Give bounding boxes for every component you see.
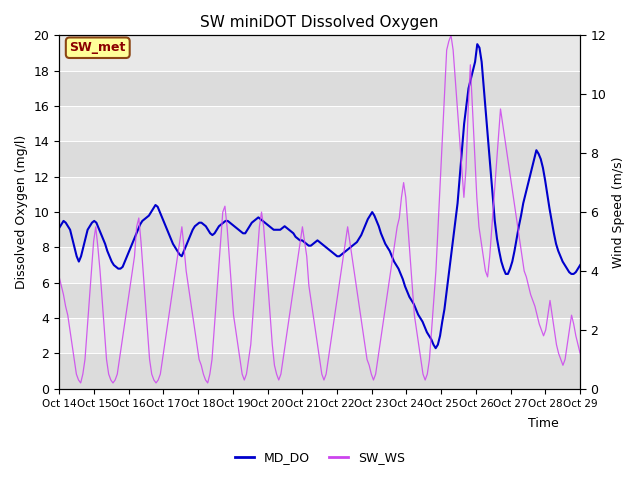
Bar [59, 318, 580, 353]
Line: MD_DO: MD_DO [59, 44, 580, 348]
SW_WS [88, 268, 95, 274]
SW_WS [576, 350, 584, 356]
Bar [59, 177, 580, 212]
MD_DO [576, 262, 584, 268]
Bar [59, 142, 580, 177]
SW_WS [232, 327, 239, 333]
Bar [59, 247, 580, 283]
SW_WS [555, 350, 563, 356]
Text: SW_met: SW_met [70, 41, 126, 54]
Bar [59, 353, 580, 389]
X-axis label: Time: Time [528, 417, 559, 430]
MD_DO [164, 230, 172, 236]
SW_WS [292, 268, 300, 274]
MD_DO [289, 230, 297, 236]
Legend: MD_DO, SW_WS: MD_DO, SW_WS [230, 446, 410, 469]
MD_DO [123, 253, 131, 259]
SW_WS [307, 298, 315, 303]
MD_DO [456, 174, 463, 180]
SW_WS [348, 253, 356, 259]
Y-axis label: Wind Speed (m/s): Wind Speed (m/s) [612, 156, 625, 268]
SW_WS [55, 274, 63, 280]
MD_DO [55, 225, 63, 231]
SW_WS [77, 380, 84, 386]
Bar [59, 36, 580, 71]
MD_DO [141, 216, 148, 222]
MD_DO [432, 345, 440, 351]
Y-axis label: Dissolved Oxygen (mg/l): Dissolved Oxygen (mg/l) [15, 135, 28, 289]
SW_WS [447, 33, 455, 38]
Bar [59, 212, 580, 247]
Title: SW miniDOT Dissolved Oxygen: SW miniDOT Dissolved Oxygen [200, 15, 439, 30]
Bar [59, 106, 580, 142]
MD_DO [524, 183, 531, 189]
Bar [59, 71, 580, 106]
Bar [59, 283, 580, 318]
MD_DO [474, 41, 481, 47]
Line: SW_WS: SW_WS [59, 36, 580, 383]
